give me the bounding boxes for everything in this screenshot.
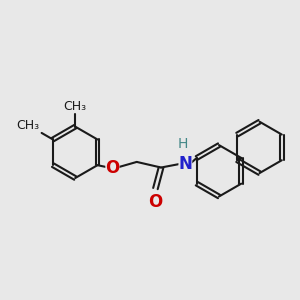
Text: H: H xyxy=(178,137,188,151)
Text: N: N xyxy=(178,155,192,173)
Text: CH₃: CH₃ xyxy=(16,119,39,132)
Text: O: O xyxy=(148,193,162,211)
Text: CH₃: CH₃ xyxy=(64,100,87,112)
Text: O: O xyxy=(105,158,120,176)
